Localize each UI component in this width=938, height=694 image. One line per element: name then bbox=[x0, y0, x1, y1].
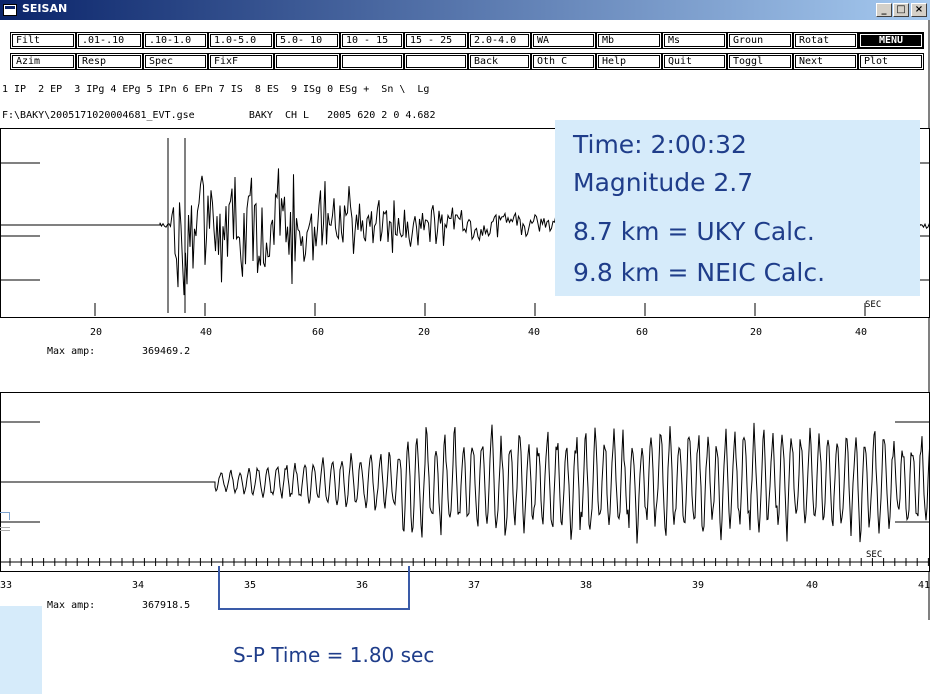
window-title: SEISAN bbox=[22, 2, 68, 15]
toolbar-row-2: Azim Resp Spec FixF Back Oth C Help Quit Toggl Ne… bbox=[10, 53, 924, 70]
trace2-tick-label: 37 bbox=[468, 580, 481, 591]
neic-distance: 9.8 km = NEIC Calc. bbox=[573, 258, 826, 287]
toolbar-button-filt[interactable]: Filt bbox=[10, 32, 76, 49]
toolbar-button-10-15[interactable]: 10 - 15 bbox=[340, 32, 404, 49]
toolbar-button-ms[interactable]: Ms bbox=[662, 32, 727, 49]
close-button[interactable]: × bbox=[911, 3, 927, 17]
toolbar-button-wa[interactable]: WA bbox=[531, 32, 596, 49]
event-time: Time: 2:00:32 bbox=[573, 130, 747, 159]
toolbar-button-help[interactable]: Help bbox=[596, 53, 662, 70]
trace2-tick-label: 38 bbox=[580, 580, 593, 591]
trace2-tick-label: 40 bbox=[806, 580, 819, 591]
trace1-frame bbox=[0, 128, 930, 318]
trace2-tick-label: 39 bbox=[692, 580, 705, 591]
trace1-tick-label: 40 bbox=[200, 327, 213, 338]
toolbar-row-1: Filt .01-.10.10-1.0 1.0-5.0 5.0- 10 10 - 15 1… bbox=[10, 32, 924, 49]
file-info-line: F:\BAKY\2005171020004681_EVT.gse BAKY CH… bbox=[2, 110, 436, 121]
toolbar-button-rotat[interactable]: Rotat bbox=[793, 32, 858, 49]
toolbar-button-01-10[interactable]: .01-.10 bbox=[76, 32, 143, 49]
trace1-tick-label: 40 bbox=[528, 327, 541, 338]
phase-key-legend: 1 IP 2 EP 3 IPg 4 EPg 5 IPn 6 EPn 7 IS 8… bbox=[2, 84, 430, 95]
toolbar-button-groun[interactable]: Groun bbox=[727, 32, 793, 49]
sp-time-bracket bbox=[218, 566, 410, 610]
toolbar-button-1-0-5-0[interactable]: 1.0-5.0 bbox=[208, 32, 274, 49]
toolbar-button-blank-5[interactable] bbox=[340, 53, 404, 70]
app-icon bbox=[3, 4, 17, 16]
toolbar-button-5-0-10[interactable]: 5.0- 10 bbox=[274, 32, 340, 49]
toolbar-button-blank-4[interactable] bbox=[274, 53, 340, 70]
toolbar-button-toggl[interactable]: Toggl bbox=[727, 53, 793, 70]
toolbar-button-next[interactable]: Next bbox=[793, 53, 858, 70]
waveform-2 bbox=[0, 392, 930, 572]
trace2-tick-label: 33 bbox=[0, 580, 13, 591]
title-bar: SEISAN _ □ × bbox=[0, 0, 930, 20]
toolbar-button-resp[interactable]: Resp bbox=[76, 53, 143, 70]
seismogram-trace-2 bbox=[0, 422, 930, 544]
toolbar-button-menu[interactable]: MENU bbox=[858, 32, 924, 49]
trace1-max-amp-value: 369469.2 bbox=[142, 346, 191, 357]
trace2-tick-label: 34 bbox=[132, 580, 145, 591]
background-window-fragment bbox=[0, 512, 42, 694]
trace1-max-amp-label: Max amp: bbox=[47, 346, 96, 357]
event-info-overlay: Time: 2:00:32 Magnitude 2.7 8.7 km = UKY… bbox=[555, 120, 920, 296]
trace-panel-2[interactable]: SEC bbox=[0, 392, 930, 572]
toolbar-button-fixf[interactable]: FixF bbox=[208, 53, 274, 70]
toolbar-button-15-25[interactable]: 15 - 25 bbox=[404, 32, 468, 49]
trace1-tick-label: 20 bbox=[750, 327, 763, 338]
toolbar-button-2-0-4-0[interactable]: 2.0-4.0 bbox=[468, 32, 531, 49]
toolbar-button-quit[interactable]: Quit bbox=[662, 53, 727, 70]
trace1-tick-label: 60 bbox=[312, 327, 325, 338]
trace1-tick-label: 20 bbox=[418, 327, 431, 338]
trace1-tick-label: 40 bbox=[855, 327, 868, 338]
trace2-tick-label: 35 bbox=[244, 580, 257, 591]
seisan-window: SEISAN _ □ × Filt .01-.10.10-1.0 1.0-5.0 5.… bbox=[0, 0, 930, 620]
toolbar-button-mb[interactable]: Mb bbox=[596, 32, 662, 49]
sp-time-label: S-P Time = 1.80 sec bbox=[233, 643, 435, 667]
maximize-button[interactable]: □ bbox=[893, 3, 909, 17]
minimize-button[interactable]: _ bbox=[876, 3, 892, 17]
trace2-max-amp-label: Max amp: bbox=[47, 600, 96, 611]
trace2-tick-label: 41 bbox=[918, 580, 931, 591]
toolbar-button-back[interactable]: Back bbox=[468, 53, 531, 70]
toolbar-button-azim[interactable]: Azim bbox=[10, 53, 76, 70]
toolbar-button-oth-c[interactable]: Oth C bbox=[531, 53, 596, 70]
trace1-tick-label: 60 bbox=[636, 327, 649, 338]
toolbar-button-spec[interactable]: Spec bbox=[143, 53, 208, 70]
trace2-unit-label: SEC bbox=[866, 550, 883, 560]
trace1-unit-label: SEC bbox=[865, 300, 882, 310]
trace2-tick-label: 36 bbox=[356, 580, 369, 591]
trace2-max-amp-value: 367918.5 bbox=[142, 600, 191, 611]
uky-distance: 8.7 km = UKY Calc. bbox=[573, 217, 815, 246]
trace1-tick-label: 20 bbox=[90, 327, 103, 338]
toolbar-button-10-1-0[interactable]: .10-1.0 bbox=[143, 32, 208, 49]
toolbar-button-plot[interactable]: Plot bbox=[858, 53, 924, 70]
toolbar-button-blank-6[interactable] bbox=[404, 53, 468, 70]
event-magnitude: Magnitude 2.7 bbox=[573, 168, 754, 197]
